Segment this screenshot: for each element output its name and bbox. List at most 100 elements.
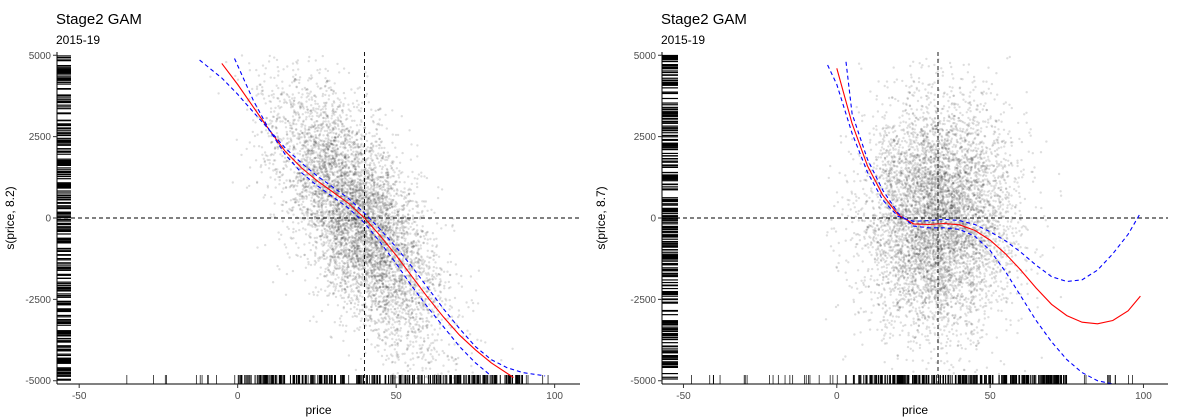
data-point (334, 246, 338, 250)
data-point (348, 134, 352, 138)
data-point (460, 274, 463, 278)
data-point (427, 361, 430, 364)
data-point (371, 135, 374, 138)
data-point (393, 233, 397, 236)
data-point (398, 323, 401, 326)
data-point (365, 186, 368, 190)
data-point (426, 279, 430, 282)
data-point (278, 175, 282, 179)
data-point (341, 161, 345, 164)
data-point (323, 140, 326, 143)
data-point (427, 267, 430, 270)
data-point (437, 255, 441, 258)
data-point (406, 221, 409, 224)
data-point (319, 288, 323, 291)
data-point (297, 171, 300, 175)
data-point (313, 198, 316, 201)
data-point (322, 252, 325, 255)
data-point (342, 125, 346, 128)
data-point (292, 147, 295, 150)
data-point (367, 287, 370, 290)
data-point (439, 273, 442, 276)
data-point (289, 101, 292, 104)
data-point (511, 347, 514, 350)
data-point (421, 366, 424, 370)
data-point (337, 134, 341, 137)
data-point (394, 221, 398, 224)
data-point (307, 151, 310, 154)
data-point (346, 268, 349, 272)
data-point (338, 104, 341, 107)
data-point (324, 145, 328, 149)
data-point (358, 162, 362, 165)
data-point (294, 201, 297, 204)
data-point (416, 204, 420, 207)
data-point (388, 202, 391, 205)
data-point (264, 67, 267, 70)
data-point (412, 363, 415, 367)
data-point (432, 254, 435, 257)
data-point (398, 208, 401, 211)
data-point (303, 131, 307, 134)
data-point (303, 136, 306, 139)
data-point (370, 252, 373, 256)
data-point (332, 209, 335, 212)
data-point (372, 180, 376, 184)
data-point (383, 253, 386, 257)
data-point (308, 182, 311, 185)
data-point (335, 251, 338, 255)
data-point (276, 136, 279, 139)
data-point (429, 281, 432, 284)
data-point (263, 151, 267, 154)
data-point (306, 128, 310, 131)
data-point (269, 176, 272, 179)
data-point (309, 152, 312, 155)
data-point (318, 134, 321, 137)
data-point (236, 78, 240, 81)
data-point (309, 236, 312, 239)
data-point (272, 163, 275, 166)
data-point (356, 150, 359, 154)
data-point (415, 293, 418, 297)
data-point (334, 295, 338, 299)
data-point (387, 232, 390, 235)
data-point (357, 286, 361, 289)
data-point (262, 196, 265, 199)
data-point (374, 299, 377, 302)
data-point (352, 165, 356, 168)
data-point (345, 267, 348, 270)
data-point (326, 134, 329, 137)
data-point (380, 229, 383, 232)
data-point (401, 297, 405, 301)
data-point (422, 337, 426, 340)
data-point (317, 191, 320, 194)
data-point (484, 341, 487, 344)
data-point (346, 149, 350, 152)
data-point (401, 290, 404, 293)
data-point (355, 172, 358, 175)
data-point (350, 288, 353, 291)
data-point (330, 164, 333, 167)
data-point (381, 272, 385, 275)
data-point (301, 144, 305, 147)
data-point (291, 81, 294, 84)
data-point (447, 370, 450, 373)
data-point (297, 91, 300, 95)
data-point (324, 251, 327, 255)
data-point (444, 297, 447, 301)
data-point (338, 324, 341, 327)
data-point (356, 177, 359, 180)
data-point (370, 115, 373, 119)
data-point (314, 142, 317, 145)
data-point (285, 179, 288, 182)
data-point (361, 135, 364, 138)
data-point (349, 148, 353, 151)
data-point (358, 262, 361, 266)
data-point (309, 90, 312, 93)
data-point (353, 329, 356, 333)
data-point (340, 243, 343, 247)
data-point (313, 99, 317, 103)
data-point (365, 222, 369, 225)
data-point (345, 231, 348, 235)
data-point (329, 259, 332, 263)
